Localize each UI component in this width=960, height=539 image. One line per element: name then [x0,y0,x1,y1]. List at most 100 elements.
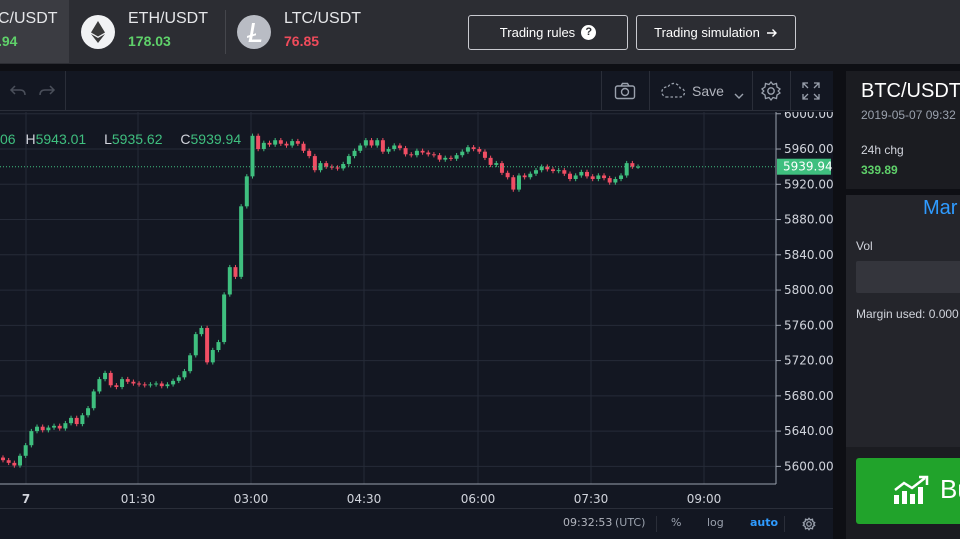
candle-body [573,175,578,179]
buy-button[interactable]: Bu [856,458,960,524]
order-form: Mar Vol Margin used: 0.000 [846,195,960,447]
settings-icon[interactable] [760,80,782,107]
candle-body [562,170,567,174]
divider [752,71,753,111]
ohlc-low-value: 5935.62 [111,131,163,147]
candle-body [80,415,85,425]
buy-label: Bu [940,474,960,504]
ticker-eth[interactable]: ETH/USDT 178.03 [69,0,225,63]
ohlc-close-value: 5939.94 [190,131,242,147]
price-chart[interactable]: 6000.00 5960.00 5920.00 5880.00 5840.00 5800.… [0,112,833,508]
save-button[interactable]: Save [657,79,747,103]
candle-body [431,154,436,156]
candle-body [205,327,210,363]
ohlc-high-label: H [25,131,36,147]
y-tick-label: 5680.00 [784,389,833,403]
candle-body [284,143,289,146]
candle-body [103,372,108,380]
volume-input[interactable] [856,261,960,293]
pair-header: BTC/USDT 2019-05-07 09:32 24h chg 339.89 [846,71,960,189]
candle-body [154,383,159,385]
candle-body [403,148,408,155]
x-tick-label: 03:00 [234,492,269,506]
log-toggle[interactable]: log [707,516,724,529]
candle-body [114,385,119,388]
question-icon: ? [581,25,597,40]
candle-body [176,377,181,381]
candle-body [312,156,317,171]
candle-body [516,175,521,190]
candle-body [125,379,130,382]
camera-icon[interactable] [614,82,636,105]
fullscreen-icon[interactable] [801,81,821,106]
candle-body [335,167,340,169]
candle-body [471,147,476,150]
candle-body [437,155,442,160]
redo-icon[interactable] [38,83,56,104]
gear-icon[interactable] [802,517,816,536]
candle-body [465,147,470,152]
candle-body [233,267,238,277]
candle-body [533,170,538,174]
candle-body [108,372,113,386]
chevron-down-icon [734,87,744,105]
y-tick-label: 5800.00 [784,283,833,297]
percent-toggle[interactable]: % [671,516,682,529]
ticker-ltc[interactable]: LTC/USDT 76.85 [226,0,382,63]
ticker-btc[interactable]: C/USDT .94 [0,0,69,63]
candle-body [23,445,28,456]
candle-body [35,426,40,432]
candle-body [426,152,431,155]
candle-body [409,154,414,156]
divider [790,71,791,111]
candle-body [414,150,419,156]
candle-body [250,135,255,177]
candle-body [341,164,346,169]
divider [225,10,226,54]
candle-body [329,166,334,168]
y-tick-label: 5600.00 [784,459,833,473]
change-value: 339.89 [861,163,898,177]
ticker-price: .94 [0,33,18,49]
candle-body [193,334,198,356]
chart-up-icon [892,475,932,510]
candle-body [550,169,555,172]
candle-body [227,267,232,295]
candle-body [539,166,544,171]
candle-body [352,150,357,157]
candle-body [590,176,595,179]
candle-body [74,417,79,425]
tab-market[interactable]: Mar [923,197,958,219]
candle-body [120,379,125,388]
trading-simulation-button[interactable]: Trading simulation [636,15,796,50]
candle-body [318,163,323,171]
clock-timezone[interactable]: (UTC) [615,516,646,529]
ticker-symbol: LTC/USDT [284,10,362,27]
candle-body [369,140,374,146]
candle-body [239,206,244,277]
candle-body [556,170,561,172]
x-tick-label: 01:30 [121,492,156,506]
candle-body [63,423,68,429]
trading-rules-button[interactable]: Trading rules ? [468,15,628,50]
ohlc-open-fragment: 06 [0,131,16,147]
candle-body [397,145,402,149]
auto-toggle[interactable]: auto [750,516,779,529]
candle-body [630,163,635,167]
candle-body [607,178,612,183]
y-tick-label: 5960.00 [784,142,833,156]
last-price-badge [777,158,831,175]
candle-body [392,145,397,150]
candle-body [505,172,510,178]
divider [65,71,66,111]
undo-icon[interactable] [9,83,27,104]
candle-body [613,178,618,183]
candle-body [488,157,493,165]
candle-body [188,355,193,372]
margin-used: Margin used: 0.000 [856,307,959,321]
candle-body [216,342,221,351]
candle-body [482,151,487,158]
ticker-price: 178.03 [128,33,171,49]
chart-panel: Save 6000.00 5960.00 5920.00 5880.00 5840.00… [0,71,833,539]
cloud-icon [659,82,687,105]
